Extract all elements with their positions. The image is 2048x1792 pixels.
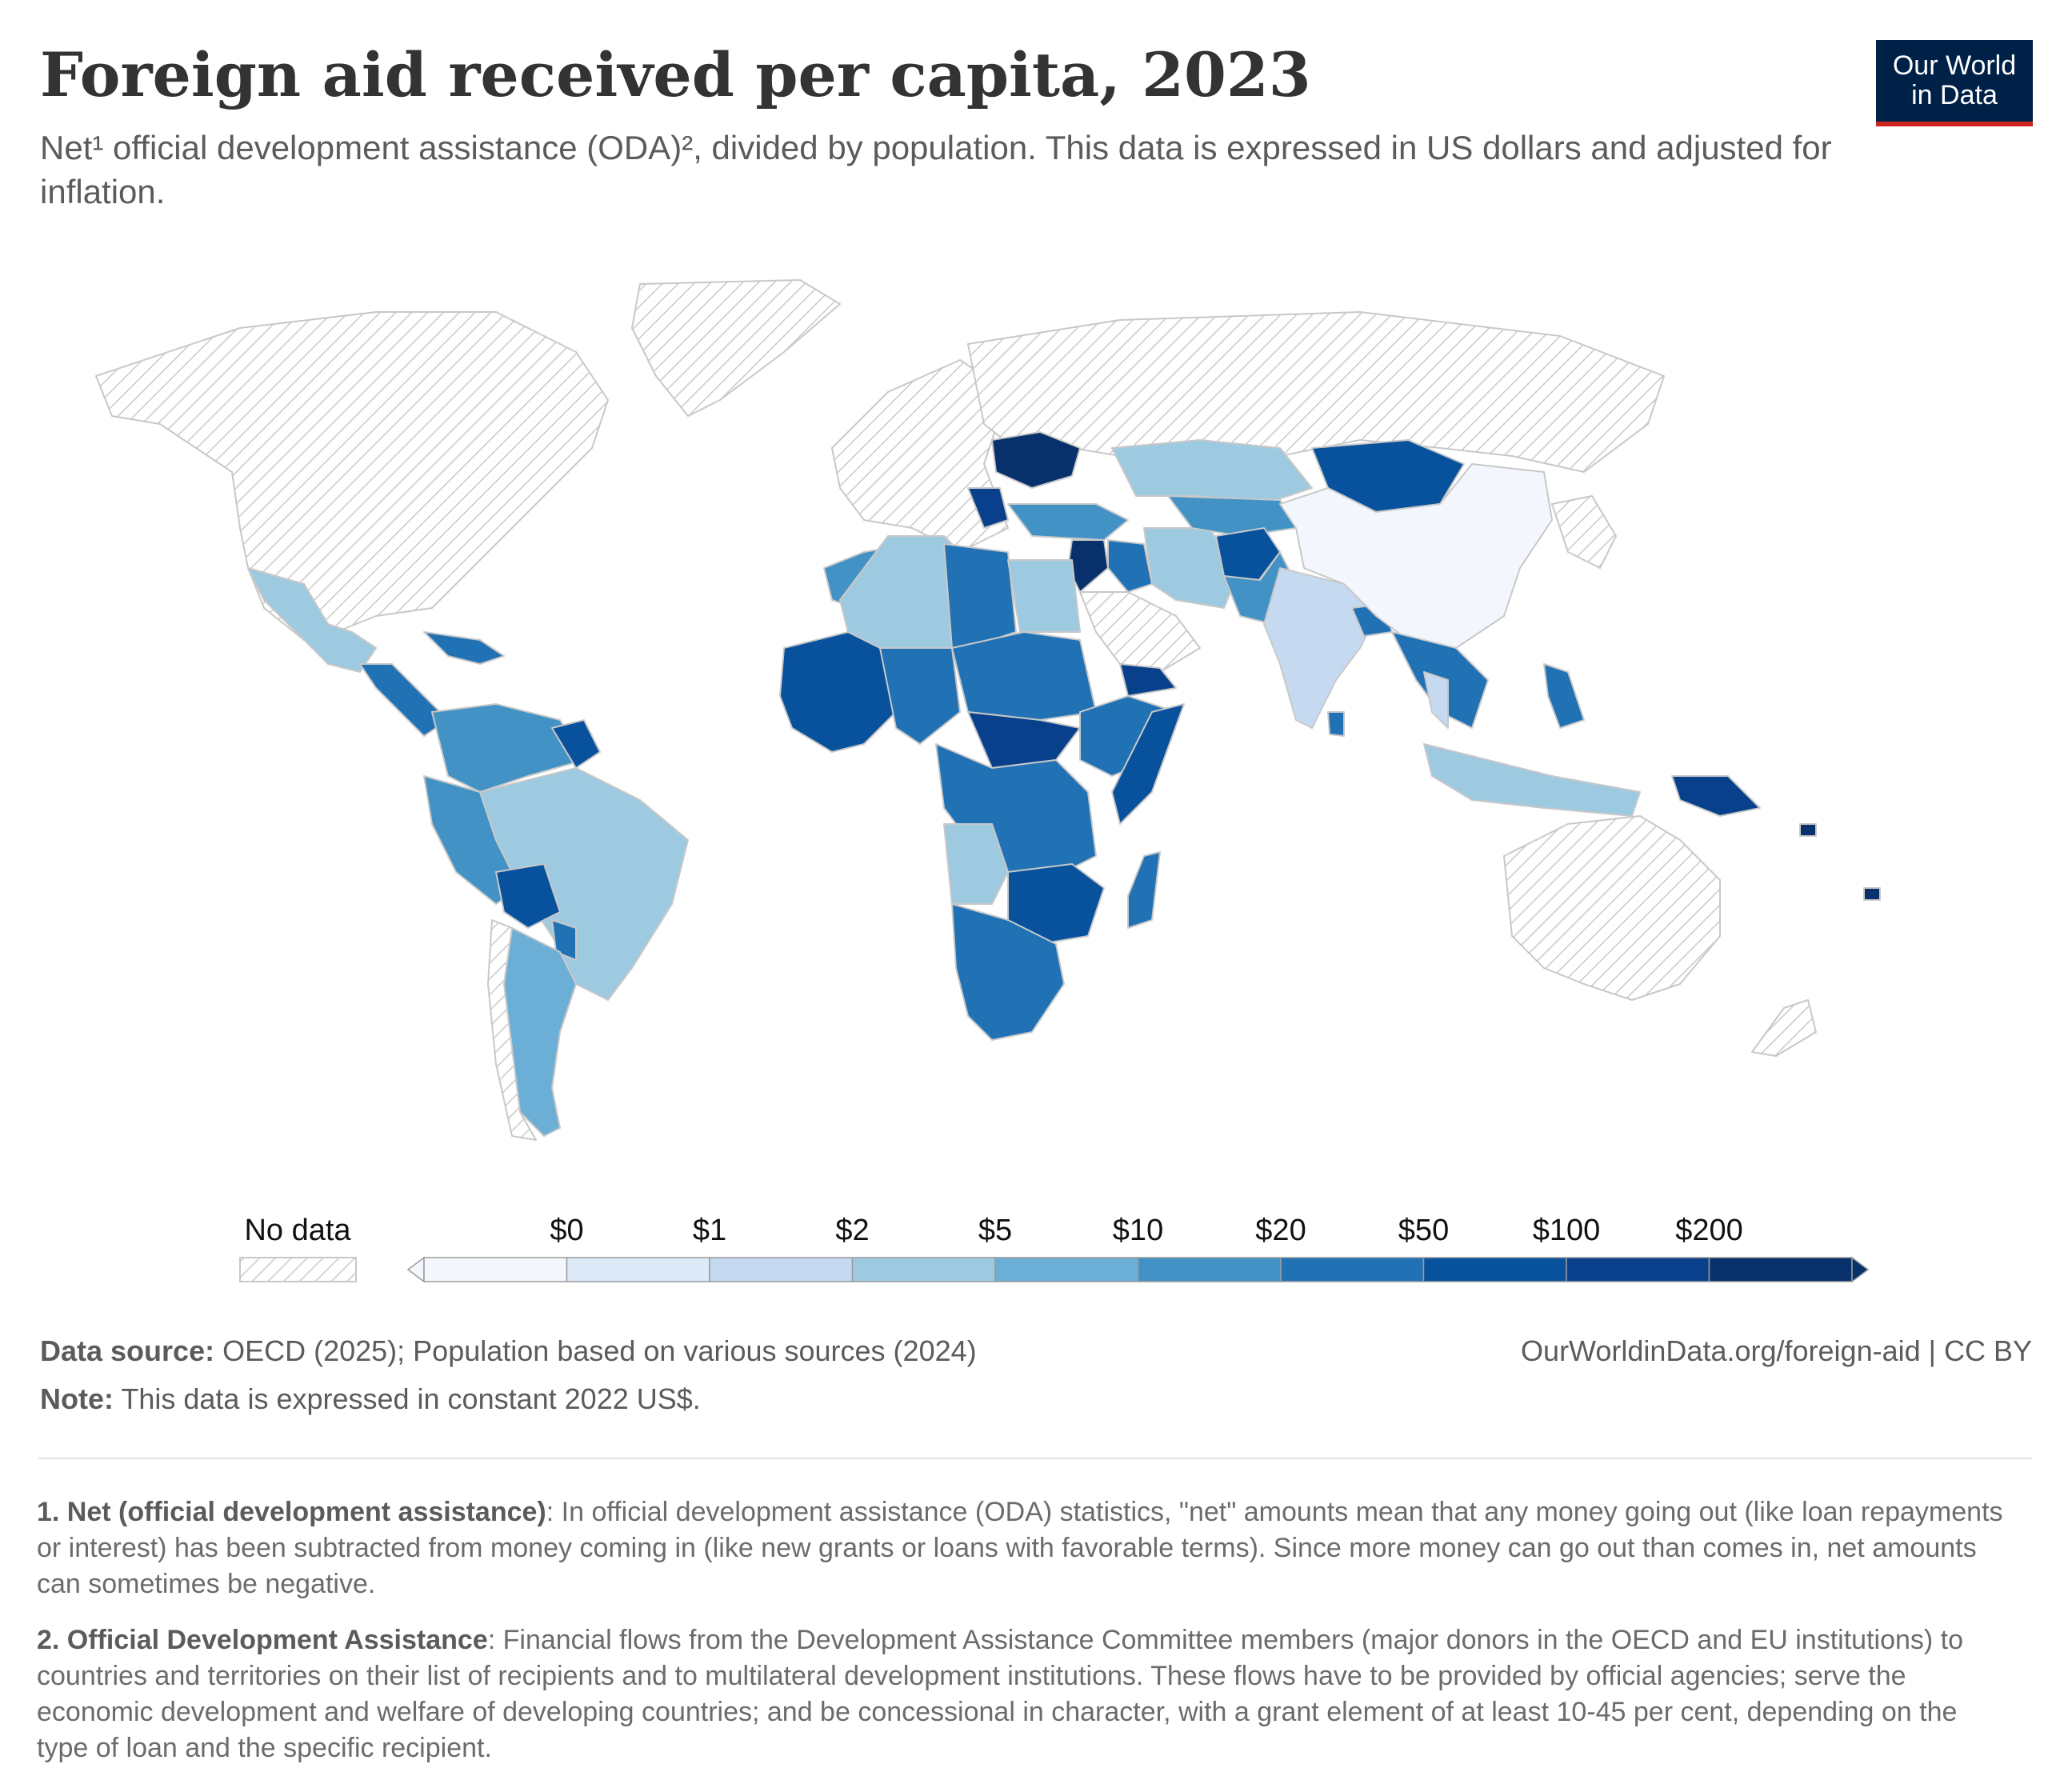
legend-bin[interactable] <box>851 1257 996 1282</box>
legend-bin[interactable] <box>1422 1257 1567 1282</box>
region-canada-usa[interactable] <box>95 311 609 641</box>
region-sri-lanka[interactable] <box>1327 711 1345 737</box>
legend-bin[interactable] <box>709 1257 854 1282</box>
legend-no-data-swatch <box>239 1257 357 1282</box>
legend-bin[interactable] <box>423 1257 568 1282</box>
region-papua-new-guinea[interactable] <box>1671 775 1761 817</box>
legend-bin[interactable] <box>1566 1257 1710 1282</box>
region-korea-japan[interactable] <box>1551 495 1617 569</box>
region-chile[interactable] <box>487 919 537 1141</box>
region-guyana[interactable] <box>551 719 601 769</box>
region-somalia[interactable] <box>1111 703 1185 825</box>
legend-arrow-left <box>406 1256 425 1283</box>
region-chad-sudan[interactable] <box>951 631 1097 721</box>
source-url-link[interactable]: OurWorldinData.org/foreign-aid | CC BY <box>1521 1334 2032 1367</box>
region-angola[interactable] <box>943 823 1009 905</box>
footnote-2-label: 2. Official Development Assistance <box>37 1625 488 1655</box>
region-south-sudan-car[interactable] <box>967 711 1081 769</box>
region-southern-africa[interactable] <box>951 903 1065 1041</box>
footnote-2-text: : Financial flows from the Development A… <box>37 1625 1964 1763</box>
region-ukraine[interactable] <box>991 431 1081 489</box>
region-pacific-islands[interactable] <box>1799 823 1881 901</box>
region-bolivia[interactable] <box>495 863 561 929</box>
region-madagascar[interactable] <box>1127 851 1161 929</box>
region-yemen[interactable] <box>1119 663 1177 697</box>
region-europe[interactable] <box>831 359 1009 553</box>
legend-tick-label: $2 <box>835 1214 869 1247</box>
legend-bin[interactable] <box>994 1257 1139 1282</box>
legend-bin[interactable] <box>1137 1257 1282 1282</box>
color-legend: No data $0 $1 $2 $5 $10 $20 $50 $100 $200 <box>239 1214 1870 1283</box>
legend-tick-label: $0 <box>550 1214 583 1247</box>
data-source-text: OECD (2025); Population based on various… <box>222 1334 977 1367</box>
region-iraq[interactable] <box>1107 539 1153 593</box>
region-new-zealand[interactable] <box>1751 999 1817 1057</box>
legend-tick-label: $10 <box>1113 1214 1163 1247</box>
note-text: This data is expressed in constant 2022 … <box>121 1382 701 1415</box>
region-kazakhstan[interactable] <box>1111 439 1313 505</box>
footnote-1-text: : In official development assistance (OD… <box>37 1497 2003 1599</box>
note-label: Note: <box>40 1382 114 1415</box>
region-central-asia[interactable] <box>1167 495 1297 537</box>
chart-title: Foreign aid received per capita, 2023 <box>40 39 1311 110</box>
legend-bin[interactable] <box>1280 1257 1425 1282</box>
footer-divider <box>38 1458 2032 1459</box>
region-greenland[interactable] <box>631 279 841 417</box>
legend-bin[interactable] <box>1708 1257 1853 1282</box>
legend-tick-label: $20 <box>1255 1214 1306 1247</box>
owid-logo[interactable]: Our World in Data <box>1876 40 2033 126</box>
logo-line-1: Our World <box>1892 50 2017 82</box>
region-libya[interactable] <box>943 543 1017 649</box>
region-caribbean[interactable] <box>423 631 505 665</box>
legend-tick-label: $1 <box>693 1214 726 1247</box>
legend-tick-label: $200 <box>1675 1214 1743 1247</box>
data-source-line: Data source: OECD (2025); Population bas… <box>40 1334 2032 1368</box>
logo-line-2: in Data <box>1911 80 1998 110</box>
legend-arrow-right <box>1851 1256 1870 1283</box>
region-mexico[interactable] <box>247 567 377 673</box>
region-indonesia[interactable] <box>1423 743 1641 817</box>
region-balkans[interactable] <box>967 487 1009 529</box>
note-line: Note: This data is expressed in constant… <box>40 1382 2032 1416</box>
legend-tick-label: $5 <box>978 1214 1012 1247</box>
footnote-2: 2. Official Development Assistance: Fina… <box>37 1622 2013 1766</box>
region-west-africa[interactable] <box>779 631 897 753</box>
chart-subtitle: Net¹ official development assistance (OD… <box>40 129 1832 210</box>
region-thailand[interactable] <box>1423 671 1449 729</box>
region-turkey[interactable] <box>1007 503 1129 541</box>
region-australia[interactable] <box>1503 815 1721 1001</box>
region-philippines[interactable] <box>1543 663 1585 729</box>
region-china[interactable] <box>1279 463 1553 649</box>
footnote-1: 1. Net (official development assistance)… <box>37 1494 2013 1602</box>
region-egypt[interactable] <box>1007 559 1081 633</box>
region-paraguay[interactable] <box>551 919 577 961</box>
data-source-label: Data source: <box>40 1334 215 1367</box>
region-colombia-venezuela[interactable] <box>431 703 585 793</box>
legend-tick-label: $50 <box>1398 1214 1449 1247</box>
legend-bin[interactable] <box>566 1257 710 1282</box>
legend-no-data-label: No data <box>244 1214 351 1247</box>
region-nigeria-niger[interactable] <box>879 647 961 745</box>
world-map <box>95 279 1881 1141</box>
footnote-1-label: 1. Net (official development assistance) <box>37 1497 546 1527</box>
legend-tick-label: $100 <box>1533 1214 1601 1247</box>
region-arabia[interactable] <box>1079 591 1201 673</box>
